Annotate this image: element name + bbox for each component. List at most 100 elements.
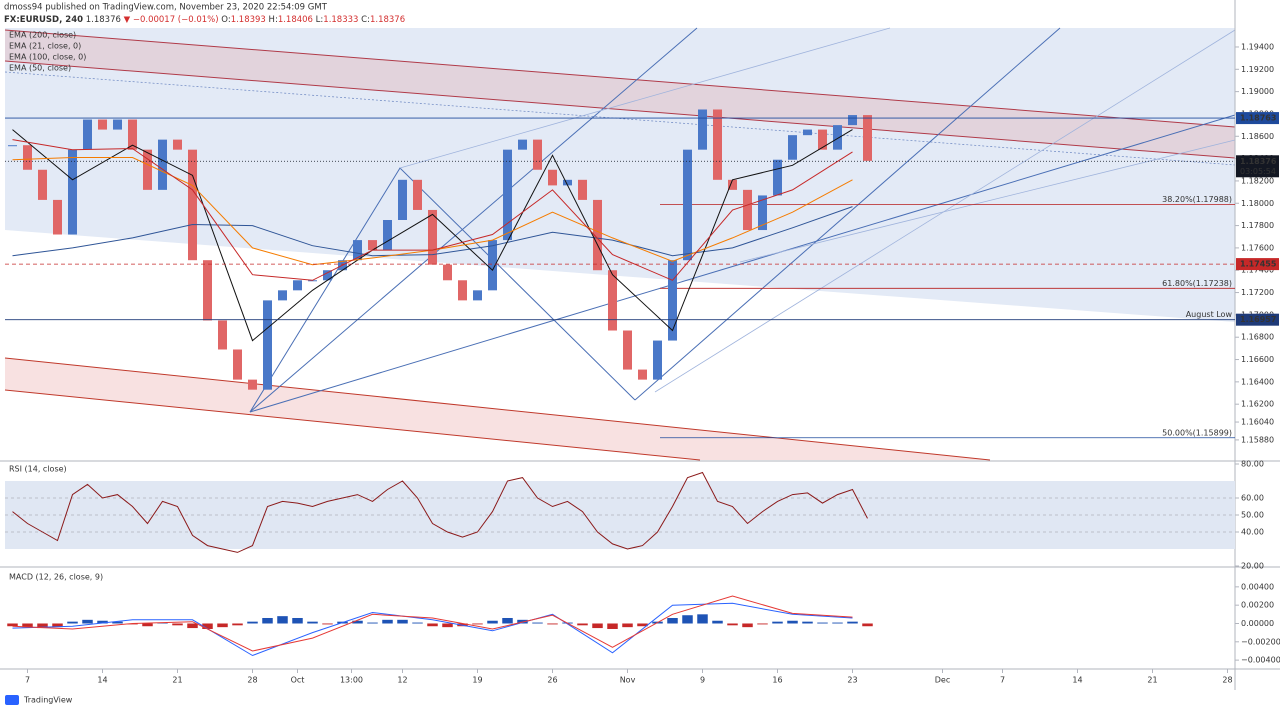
pitchfork-line bbox=[634, 27, 1061, 401]
pitchfork-line bbox=[249, 114, 1236, 413]
histogram-bar bbox=[37, 623, 48, 629]
histogram-bar bbox=[217, 623, 228, 628]
candle bbox=[413, 179, 422, 210]
pitchfork-median bbox=[399, 27, 891, 169]
candle bbox=[293, 280, 302, 291]
candle bbox=[8, 145, 17, 147]
candle bbox=[98, 119, 107, 130]
histogram-bar bbox=[307, 621, 318, 624]
x-tick-label: 9 bbox=[700, 676, 705, 685]
x-tick-label: 7 bbox=[25, 676, 30, 685]
countdown: 03:05:54 bbox=[1240, 167, 1276, 176]
histogram-bar bbox=[787, 620, 798, 624]
candle bbox=[698, 109, 707, 150]
candle bbox=[473, 290, 482, 301]
x-tick-label: 23 bbox=[847, 676, 857, 685]
histogram-bar bbox=[232, 623, 243, 626]
candle bbox=[68, 149, 77, 235]
y-tick-label: 1.18000 bbox=[1241, 199, 1274, 208]
histogram-bar bbox=[247, 621, 258, 624]
x-tick-label: 21 bbox=[172, 676, 182, 685]
candle bbox=[653, 340, 662, 380]
candle bbox=[578, 179, 587, 200]
price-label: 1.18376 bbox=[1240, 157, 1277, 166]
histogram-bar bbox=[682, 615, 693, 624]
h-label: H: bbox=[269, 15, 278, 25]
fib-label: 61.80%(1.17238) bbox=[1162, 279, 1232, 288]
candle bbox=[623, 330, 632, 370]
candle bbox=[668, 260, 677, 341]
symbol-line: FX:EURUSD, 240 1.18376 ▼ −0.00017 (−0.01… bbox=[4, 15, 405, 25]
fib-label: 50.00%(1.15899) bbox=[1162, 428, 1232, 437]
histogram-bar bbox=[292, 617, 303, 624]
candle bbox=[83, 119, 92, 150]
x-tick-label: 13:00 bbox=[340, 676, 363, 685]
legend-entry: EMA (200, close) bbox=[9, 31, 76, 40]
legend-entry: EMA (21, close, 0) bbox=[9, 42, 81, 51]
trend-line bbox=[4, 71, 1236, 166]
histogram-bar bbox=[142, 623, 153, 627]
candle bbox=[368, 240, 377, 251]
histogram-bar bbox=[592, 623, 603, 629]
candle bbox=[608, 270, 617, 331]
candle bbox=[218, 320, 227, 350]
histogram-bar bbox=[277, 616, 288, 624]
histogram-bar bbox=[82, 619, 93, 624]
published: dmoss94 published on TradingView.com, No… bbox=[4, 3, 328, 13]
candle bbox=[803, 129, 812, 136]
price-box bbox=[1236, 258, 1279, 271]
y-tick-label: 1.17400 bbox=[1241, 266, 1274, 275]
candle bbox=[203, 260, 212, 321]
series-line bbox=[12, 595, 853, 652]
y-tick-label: −0.00400 bbox=[1241, 656, 1280, 665]
candle bbox=[128, 119, 137, 150]
histogram-bar bbox=[547, 623, 558, 625]
l-label: L: bbox=[316, 15, 324, 25]
candle bbox=[158, 139, 167, 190]
change: ▼ −0.00017 (−0.01%) bbox=[124, 15, 219, 25]
y-tick-label: 1.18200 bbox=[1241, 176, 1274, 185]
candle bbox=[503, 149, 512, 241]
x-tick-label: 16 bbox=[772, 676, 782, 685]
candle bbox=[833, 125, 842, 150]
histogram-bar bbox=[412, 622, 423, 624]
candle bbox=[38, 169, 47, 200]
series-line bbox=[12, 602, 853, 657]
histogram-bar bbox=[22, 623, 33, 628]
candle bbox=[758, 195, 767, 231]
price-box bbox=[1236, 155, 1279, 178]
y-tick-label: 0.00000 bbox=[1241, 619, 1274, 628]
histogram-bar bbox=[742, 623, 753, 628]
candle bbox=[713, 109, 722, 180]
price-label: 1.16957 bbox=[1240, 315, 1276, 324]
histogram-bar bbox=[697, 614, 708, 624]
x-tick-label: 14 bbox=[97, 676, 107, 685]
histogram-bar bbox=[862, 623, 873, 627]
histogram-bar bbox=[172, 623, 183, 626]
histogram-bar bbox=[847, 621, 858, 624]
o-label: O: bbox=[221, 15, 230, 25]
histogram-bar bbox=[727, 623, 738, 626]
candle bbox=[788, 135, 797, 160]
histogram-bar bbox=[502, 617, 513, 624]
candle bbox=[728, 179, 737, 190]
histogram-bar bbox=[817, 622, 828, 624]
candle bbox=[383, 220, 392, 251]
legend-entry: EMA (100, close, 0) bbox=[9, 53, 86, 62]
y-tick-label: 1.18600 bbox=[1241, 132, 1274, 141]
o-value: 1.18393 bbox=[231, 15, 266, 25]
x-tick-label: 12 bbox=[397, 676, 407, 685]
y-tick-label: 1.19000 bbox=[1241, 87, 1274, 96]
candle bbox=[248, 379, 257, 390]
y-tick-label: 80.00 bbox=[1241, 460, 1264, 469]
candle bbox=[323, 270, 332, 281]
candle bbox=[563, 179, 572, 186]
h-value: 1.18406 bbox=[278, 15, 313, 25]
histogram-bar bbox=[607, 623, 618, 629]
y-tick-label: 0.00200 bbox=[1241, 601, 1274, 610]
candle bbox=[848, 115, 857, 126]
y-tick-label: 1.17200 bbox=[1241, 288, 1274, 297]
histogram-bar bbox=[637, 623, 648, 627]
channel-line bbox=[4, 60, 1236, 159]
